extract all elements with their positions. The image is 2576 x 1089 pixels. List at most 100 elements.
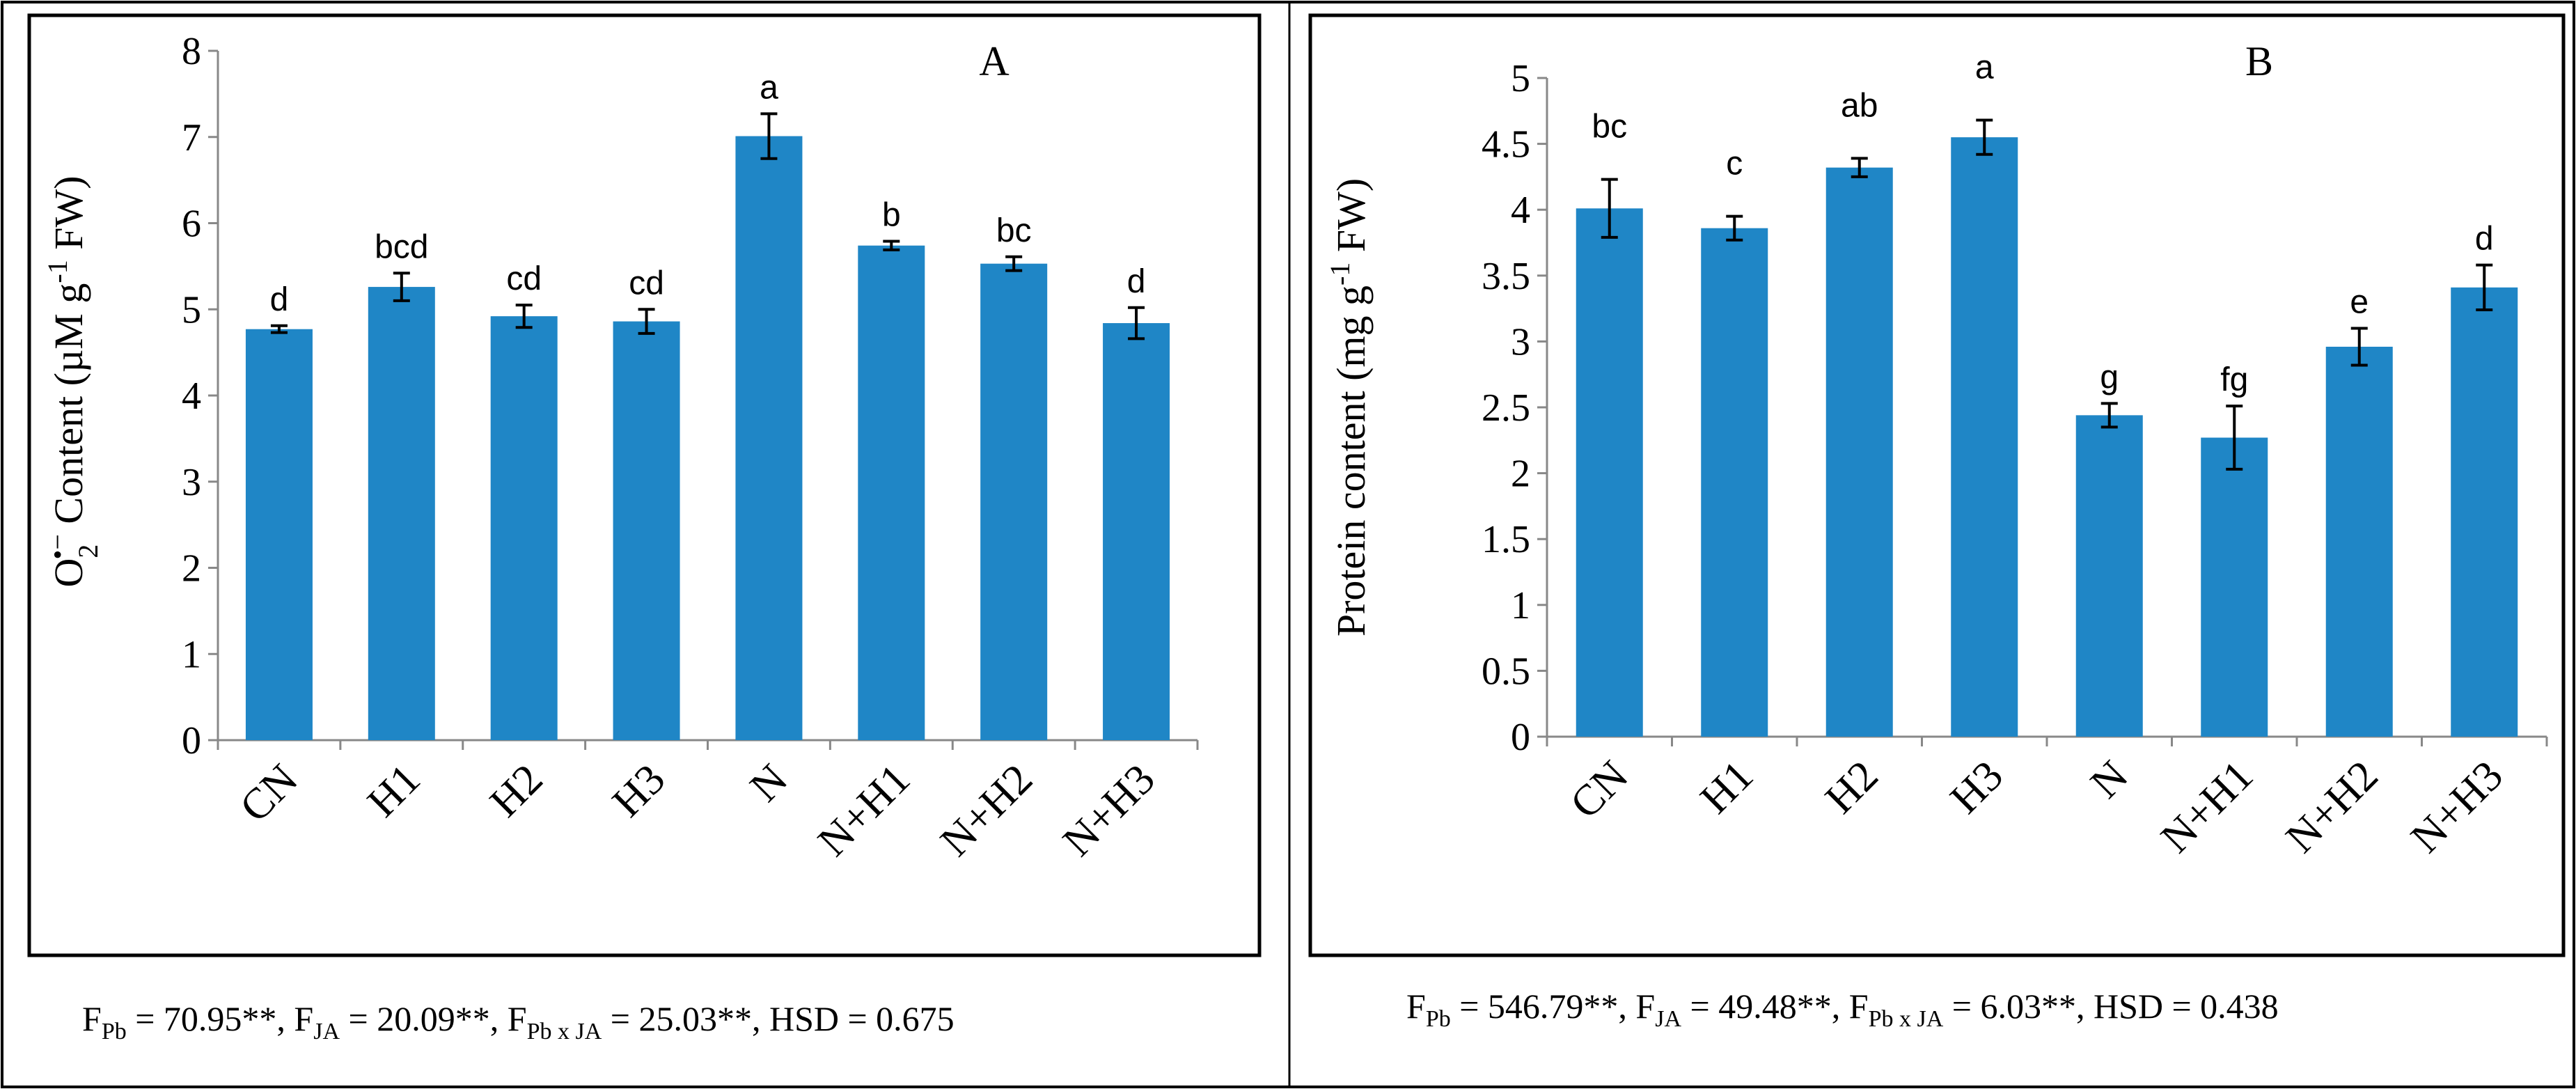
y-axis-title-part: FW) [46,175,91,260]
footnote-part: F [82,999,102,1038]
significance-letter: d [2475,221,2494,258]
significance-letter: a [760,69,778,106]
category-label: H3 [1941,752,2012,823]
y-axis-title-part: Content (µM g [46,283,91,534]
bar [1825,167,1893,737]
footnote-part: Pb x JA [1869,1006,1944,1032]
y-tick-label: 2.5 [1482,386,1530,430]
bar [245,329,313,740]
y-tick-label: 5 [182,288,201,331]
significance-letter: c [1726,146,1743,182]
footnote-part: JA [1655,1006,1681,1032]
significance-letter: b [882,196,901,233]
footnote-part: = 20.09**, F [340,999,527,1038]
significance-letter: g [2100,359,2119,395]
y-tick-label: 4 [1511,189,1530,232]
y-tick-label: 1 [182,633,201,676]
category-label: N+H3 [1054,755,1164,865]
bar [1951,137,2018,737]
category-label: N [741,755,797,811]
footnote-statistics: FPb = 546.79**, FJA = 49.48**, FPb x JA … [1406,987,2279,1032]
bar [1576,208,1643,737]
y-tick-label: 2 [182,547,201,590]
category-label: H2 [481,755,552,826]
category-label: H1 [1691,752,1762,823]
y-tick-label: 4 [182,375,201,418]
category-label: N+H2 [2277,752,2387,862]
y-axis-title: Protein content (mg g-1 FW) [1324,178,1374,636]
y-axis-title-part: •− [42,534,73,560]
category-label: H1 [359,755,430,826]
category-label: N+H3 [2402,752,2512,862]
footnote-part: = 546.79**, F [1451,987,1656,1026]
y-tick-label: 7 [182,116,201,159]
y-tick-label: 8 [182,30,201,73]
category-label: H3 [604,755,675,826]
significance-letter: d [270,281,289,318]
footnote-part: Pb x JA [527,1019,602,1044]
significance-letter: bc [1592,109,1627,146]
bar [980,263,1048,741]
y-axis-title-part: FW) [1328,178,1374,263]
bar [613,321,680,740]
chart-frame-b [1308,13,2566,957]
y-axis-title: O2•− Content (µM g-1 FW) [42,175,104,587]
significance-letter: cd [506,260,542,297]
footnote-statistics: FPb = 70.95**, FJA = 20.09**, FPb x JA =… [82,999,955,1044]
y-tick-label: 0.5 [1482,650,1530,693]
chart-frame-a [27,13,1262,957]
y-axis-title-part: O [46,558,91,588]
y-tick-label: 6 [182,203,201,246]
footnote-part: JA [313,1019,340,1044]
y-axis-title-part: 2 [72,544,104,558]
significance-letter: e [2350,283,2369,320]
footnote-part: = 49.48**, F [1681,987,1869,1026]
chart-b: 0 0.5 1 1.5 2 2.5 3 3.5 4 4.5 5 bc CN c H1 ab H2 a H3 g Nfg N… [1324,38,2548,1032]
y-tick-label: 3 [1511,320,1530,363]
category-label: N [2082,752,2137,808]
bar [735,136,803,740]
y-axis-title-part: -1 [42,260,73,283]
significance-letter: bc [996,212,1032,249]
category-label: H2 [1816,752,1887,823]
y-tick-label: 1.5 [1482,518,1530,561]
y-tick-label: 5 [1511,57,1530,100]
y-tick-label: 4.5 [1482,123,1530,166]
category-label: N+H2 [932,755,1042,865]
category-label: N+H1 [809,755,919,865]
significance-letter: d [1127,263,1146,300]
bar [1701,228,1768,737]
bar [858,245,925,740]
category-label: CN [231,755,307,831]
footnote-part: Pb [1426,1006,1451,1032]
bar [2075,415,2143,737]
significance-letter: ab [1841,87,1878,124]
footnote-part: Pb [102,1019,127,1044]
footnote-part: F [1406,987,1426,1026]
y-tick-label: 3 [182,461,201,504]
bar [2201,437,2268,737]
footnote-part: = 70.95**, F [127,999,314,1038]
bar [368,287,435,740]
bar [1103,323,1170,740]
y-tick-label: 3.5 [1482,255,1530,298]
significance-letter: fg [2220,361,2248,398]
bar [2325,346,2393,737]
y-tick-label: 0 [1511,716,1530,759]
y-tick-label: 1 [1511,584,1530,627]
bar [490,316,558,740]
y-axis-title-part: Protein content (mg g [1328,285,1374,636]
category-label: N+H1 [2152,752,2262,862]
y-tick-label: 0 [182,719,201,762]
panel-label: A [979,38,1009,84]
significance-letter: a [1975,49,1994,86]
significance-letter: cd [629,265,664,301]
y-axis-title-part: -1 [1324,263,1356,285]
footnote-part: = 25.03**, HSD = 0.675 [602,999,954,1038]
category-label: CN [1562,752,1638,828]
panel-label: B [2245,38,2273,84]
significance-letter: bcd [375,228,428,265]
footnote-part: = 6.03**, HSD = 0.438 [1943,987,2278,1026]
